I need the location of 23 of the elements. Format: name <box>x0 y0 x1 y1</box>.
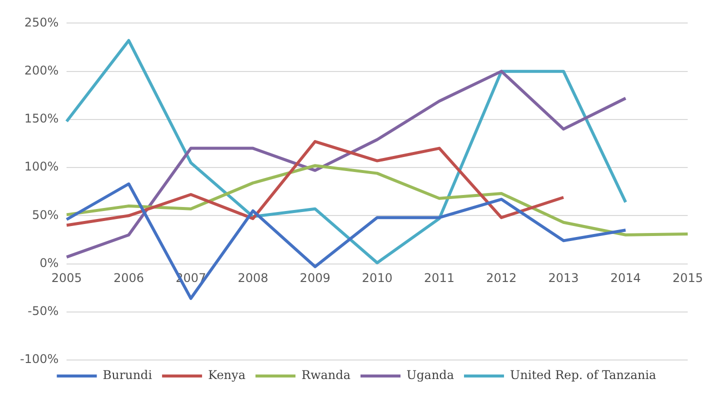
legend-label: Burundi <box>102 368 152 382</box>
x-tick-label: 2014 <box>610 271 641 286</box>
x-tick-label: 2009 <box>300 271 330 286</box>
x-tick-label: 2005 <box>51 271 82 286</box>
x-tick-label: 2006 <box>113 271 144 286</box>
x-tick-label: 2011 <box>424 271 455 286</box>
y-tick-label: 50% <box>32 208 59 222</box>
x-tick-label: 2012 <box>486 271 517 286</box>
legend-label: Uganda <box>406 368 454 382</box>
legend-label: United Rep. of Tanzania <box>510 368 656 382</box>
y-tick-label: 0% <box>40 256 59 270</box>
x-tick-label: 2015 <box>672 271 704 286</box>
x-tick-label: 2013 <box>548 271 579 286</box>
y-tick-label: -100% <box>20 352 59 366</box>
y-tick-label: 250% <box>24 15 59 30</box>
legend-label: Rwanda <box>301 368 351 382</box>
y-tick-label: 200% <box>24 63 59 78</box>
x-tick-label: 2010 <box>362 271 392 286</box>
y-tick-label: 150% <box>24 112 59 126</box>
legend-label: Kenya <box>208 368 246 382</box>
y-tick-label: -50% <box>28 304 59 318</box>
y-tick-label: 100% <box>24 160 59 174</box>
x-tick-label: 2008 <box>238 271 268 286</box>
